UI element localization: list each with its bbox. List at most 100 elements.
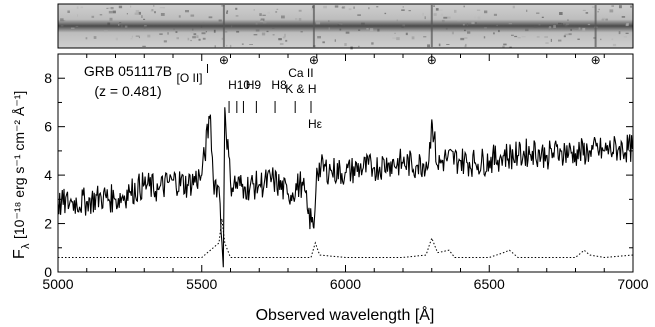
strip-noise-dot	[514, 35, 518, 38]
strip-sky-line	[430, 5, 433, 47]
strip-noise-dot	[71, 27, 75, 29]
strip-noise-dot	[422, 12, 424, 16]
strip-noise-dot	[130, 38, 133, 40]
strip-noise-dot	[533, 26, 538, 28]
strip-noise-dot	[526, 9, 528, 12]
strip-sky-line	[594, 5, 597, 47]
spectrum-2d-frame	[57, 3, 634, 49]
strip-noise-dot	[600, 38, 602, 41]
strip-noise-dot	[465, 43, 467, 46]
y-axis-label-main: F	[11, 249, 28, 259]
strip-noise-dot	[218, 19, 222, 22]
strip-noise-dot	[484, 27, 487, 29]
strip-noise-dot	[205, 31, 207, 33]
strip-sky-line	[312, 5, 315, 47]
strip-noise-dot	[605, 18, 608, 21]
strip-noise-dot	[401, 9, 405, 11]
strip-noise-dot	[411, 36, 415, 40]
strip-noise-dot	[317, 36, 321, 39]
strip-noise-dot	[601, 18, 605, 22]
telluric-marker: ⊕	[591, 53, 601, 67]
strip-noise-dot	[121, 25, 123, 28]
strip-noise-dot	[567, 19, 569, 21]
strip-noise-dot	[541, 16, 544, 18]
strip-noise-dot	[178, 15, 181, 18]
strip-noise-dot	[517, 37, 521, 39]
strip-noise-dot	[138, 36, 140, 39]
strip-noise-dot	[131, 35, 133, 38]
strip-noise-dot	[447, 16, 451, 19]
strip-noise-dot	[108, 10, 113, 14]
strip-noise-dot	[91, 15, 95, 18]
redshift-label: (z = 0.481)	[94, 83, 161, 99]
strip-noise-dot	[345, 31, 350, 34]
strip-noise-dot	[467, 31, 471, 34]
strip-noise-dot	[587, 23, 591, 26]
strip-noise-dot	[112, 10, 116, 14]
strip-noise-dot	[402, 6, 404, 8]
strip-noise-dot	[464, 37, 468, 39]
strip-noise-dot	[80, 6, 84, 9]
strip-noise-dot	[445, 27, 448, 30]
strip-noise-dot	[285, 39, 288, 42]
x-axis-label: Observed wavelength [Å]	[256, 305, 435, 324]
strip-noise-dot	[255, 21, 258, 25]
strip-noise-dot	[496, 24, 498, 27]
strip-noise-dot	[548, 27, 551, 31]
strip-noise-dot	[361, 22, 365, 25]
strip-noise-dot	[625, 32, 629, 34]
series-group	[57, 107, 634, 268]
strip-noise-dot	[423, 36, 427, 38]
strip-noise-dot	[262, 14, 266, 16]
strip-noise-dot	[621, 16, 626, 18]
strip-noise-dot	[260, 19, 264, 22]
strip-noise-dot	[213, 29, 216, 33]
strip-noise-dot	[568, 33, 572, 36]
strip-noise-dot	[597, 11, 599, 13]
strip-noise-dot	[334, 39, 336, 42]
strip-noise-dot	[446, 44, 450, 45]
strip-noise-dot	[107, 22, 111, 26]
strip-noise-dot	[508, 23, 512, 25]
strip-noise-dot	[175, 31, 178, 33]
strip-noise-dot	[554, 23, 556, 25]
strip-noise-dot	[371, 42, 374, 45]
strip-noise-dot	[582, 27, 586, 31]
spectrum-2d-panel	[57, 3, 634, 50]
strip-noise-dot	[618, 31, 621, 35]
strip-noise-dot	[441, 19, 445, 23]
strip-noise-dot	[370, 28, 374, 32]
strip-noise-dot	[126, 13, 128, 15]
strip-noise-dot	[109, 17, 113, 21]
strip-noise-dot	[279, 43, 284, 45]
telluric-marker: ⊕	[309, 53, 319, 67]
strip-noise-dot	[106, 7, 111, 9]
strip-noise-dot	[266, 30, 269, 33]
strip-noise-dot	[99, 14, 103, 16]
strip-noise-dot	[402, 23, 405, 27]
strip-noise-dot	[328, 27, 330, 30]
strip-noise-dot	[424, 16, 426, 20]
strip-noise-dot	[159, 33, 163, 35]
strip-noise-dot	[130, 5, 132, 8]
strip-noise-dot	[598, 8, 600, 11]
strip-noise-dot	[565, 22, 569, 26]
strip-noise-dot	[261, 32, 266, 36]
strip-noise-dot	[176, 37, 179, 40]
strip-noise-dot	[235, 7, 238, 10]
strip-noise-dot	[377, 28, 380, 32]
strip-noise-dot	[60, 18, 64, 22]
strip-noise-dot	[153, 5, 155, 7]
strip-noise-dot	[578, 27, 581, 30]
strip-noise-dot	[63, 20, 66, 22]
strip-noise-dot	[190, 31, 195, 34]
strip-noise-dot	[93, 36, 97, 39]
strip-noise-dot	[558, 22, 562, 25]
strip-noise-dot	[357, 14, 361, 16]
strip-noise-dot	[143, 18, 146, 20]
strip-noise-dot	[392, 37, 397, 39]
strip-noise-dot	[255, 29, 260, 32]
strip-noise-dot	[585, 12, 589, 14]
strip-noise-dot	[630, 5, 632, 8]
